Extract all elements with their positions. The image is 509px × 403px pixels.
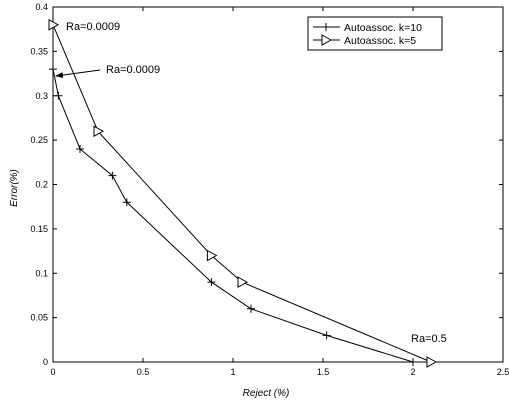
- series-layer: [48, 18, 438, 368]
- y-tick-label: 0.05: [30, 313, 48, 323]
- data-point-plus: [322, 23, 330, 31]
- series-line: [52, 69, 414, 363]
- y-tick-label: 0.2: [35, 180, 48, 190]
- y-tick-label: 0: [43, 357, 48, 367]
- data-point-triangle: [321, 34, 333, 46]
- x-tick-label: 0.5: [137, 367, 150, 377]
- data-point-plus: [76, 145, 84, 153]
- legend-label: Autoassoc. k=5: [344, 35, 416, 47]
- data-point-triangle: [93, 125, 105, 138]
- data-point-plus: [54, 91, 63, 100]
- annotation: Ra=0.0009: [55, 64, 160, 79]
- data-point-triangle: [48, 18, 60, 31]
- legend-item: Autoassoc. k=5: [313, 34, 416, 47]
- data-point-plus: [322, 331, 331, 340]
- legend-item: Autoassoc. k=10: [313, 22, 422, 34]
- y-tick-label: 0.25: [30, 135, 48, 145]
- y-tick-label: 0.4: [35, 2, 48, 12]
- annotation-label: Ra=0.0009: [106, 64, 160, 76]
- axes: 0 0.5 1 1.5 2 2.5 0 0.05 0.1 0.15 0.2 0.25 0.3 0.35 0.…: [30, 2, 509, 377]
- x-tick-label: 2.5: [497, 367, 509, 377]
- y-axis-label: Error(%): [9, 169, 20, 207]
- y-tick-label: 0.3: [35, 91, 48, 101]
- data-point-plus: [49, 65, 57, 74]
- x-tick-label: 1.5: [317, 367, 330, 377]
- annotation: Ra=0.5: [411, 333, 447, 345]
- y-tick-label: 0.15: [30, 224, 48, 234]
- data-point-plus: [122, 198, 131, 207]
- y-tick-label: 0.35: [30, 46, 48, 56]
- annotation-arrow: [55, 69, 101, 79]
- annotation-label: Ra=0.0009: [66, 21, 120, 33]
- data-point-triangle: [426, 356, 438, 368]
- data-point-plus: [108, 171, 117, 180]
- annotation: Ra=0.0009: [66, 21, 120, 33]
- y-tick-label: 0.1: [35, 268, 48, 278]
- series-2: [48, 18, 438, 368]
- data-point-plus: [409, 358, 417, 366]
- data-point-plus: [207, 278, 216, 287]
- data-point-plus: [247, 304, 255, 313]
- x-axis-label: Reject (%): [243, 388, 290, 399]
- legend-label: Autoassoc. k=10: [344, 22, 422, 34]
- data-point-triangle: [237, 276, 249, 288]
- plot-frame: [52, 6, 504, 363]
- x-tick-label: 1: [230, 367, 235, 377]
- x-tick-label: 0: [50, 367, 55, 377]
- series-1: [49, 65, 417, 366]
- data-point-triangle: [206, 249, 218, 262]
- annotation-label: Ra=0.5: [411, 333, 447, 345]
- annotations: Ra=0.0009 Ra=0.0009 Ra=0.5: [55, 21, 447, 345]
- x-tick-label: 2: [410, 367, 415, 377]
- legend-box: [307, 16, 443, 51]
